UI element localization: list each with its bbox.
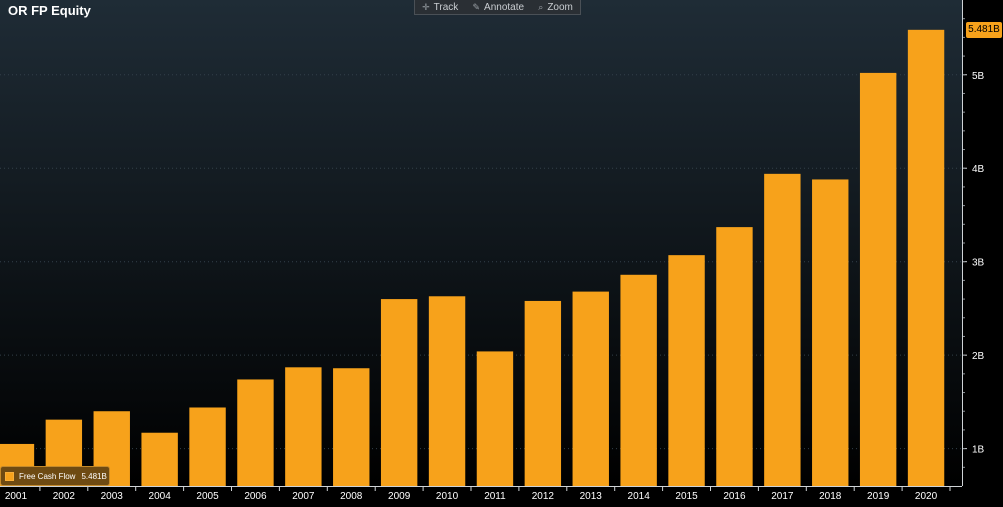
x-tick-label: 2010	[436, 491, 459, 502]
legend-value: 5.481B	[81, 471, 107, 481]
x-tick-label: 2013	[580, 491, 603, 502]
x-tick-label: 2014	[628, 491, 651, 502]
bar-2019	[859, 72, 897, 487]
y-tick-label: 5B	[972, 71, 985, 82]
x-tick-label: 2007	[292, 491, 315, 502]
x-tick-label: 2003	[101, 491, 124, 502]
last-value-badge: 5.481B	[966, 21, 1002, 38]
y-tick-label: 3B	[972, 258, 985, 269]
bar-2018	[812, 179, 849, 486]
x-tick-label: 2015	[675, 491, 698, 502]
bar-2005	[189, 407, 226, 486]
bar-2012	[524, 300, 562, 486]
x-tick-label: 2005	[196, 491, 219, 502]
annotate-button[interactable]: ✎ Annotate	[472, 2, 524, 13]
track-button[interactable]: ✛ Track	[422, 2, 458, 13]
x-tick-label: 2004	[149, 491, 172, 502]
annotate-label: Annotate	[484, 1, 525, 13]
x-tick-label: 2012	[532, 491, 555, 502]
bar-2017	[764, 173, 801, 487]
x-tick-label: 2020	[915, 491, 938, 502]
x-tick-label: 2009	[388, 491, 411, 502]
legend-label: Free Cash Flow	[19, 471, 76, 481]
bar-2011	[476, 351, 514, 486]
crosshair-icon: ✛	[422, 1, 430, 12]
x-tick-label: 2019	[867, 491, 890, 502]
bar-2010	[428, 296, 466, 486]
chart-title: OR FP Equity	[8, 3, 91, 18]
bar-2015	[668, 255, 705, 486]
track-label: Track	[433, 1, 459, 13]
bar-2006	[237, 379, 274, 486]
y-tick-label: 1B	[972, 445, 985, 456]
y-tick-label: 4B	[972, 164, 985, 175]
bar-2008	[333, 368, 370, 486]
axes: 1B 2B 3B 4B 5B 2001 2002 2003 2004 2005 2006 2007 20…	[0, 0, 985, 502]
x-tick-label: 2018	[819, 491, 842, 502]
x-tick-label: 2016	[723, 491, 746, 502]
pencil-icon: ✎	[472, 1, 481, 12]
legend[interactable]: Free Cash Flow 5.481B	[0, 466, 110, 486]
x-tick-label: 2006	[244, 491, 267, 502]
zoom-button[interactable]: ⌕ Zoom	[538, 2, 573, 13]
x-tick-label: 2002	[53, 491, 76, 502]
x-tick-label: 2017	[771, 491, 794, 502]
legend-swatch	[5, 471, 14, 481]
magnifier-icon: ⌕	[538, 1, 544, 12]
chart-toolbar: ✛ Track ✎ Annotate ⌕ Zoom	[414, 0, 581, 15]
bar-2004	[141, 432, 178, 486]
x-tick-label: 2008	[340, 491, 363, 502]
y-tick-label: 2B	[972, 351, 985, 362]
bar-2014	[620, 274, 657, 486]
x-tick-label: 2011	[484, 491, 506, 502]
bar-2013	[572, 291, 609, 486]
bar-2020	[907, 29, 945, 486]
bar-2016	[716, 227, 753, 486]
bar-2009	[380, 299, 418, 486]
bar-2007	[285, 367, 322, 486]
x-tick-label: 2001	[5, 491, 28, 502]
zoom-label: Zoom	[547, 1, 573, 13]
